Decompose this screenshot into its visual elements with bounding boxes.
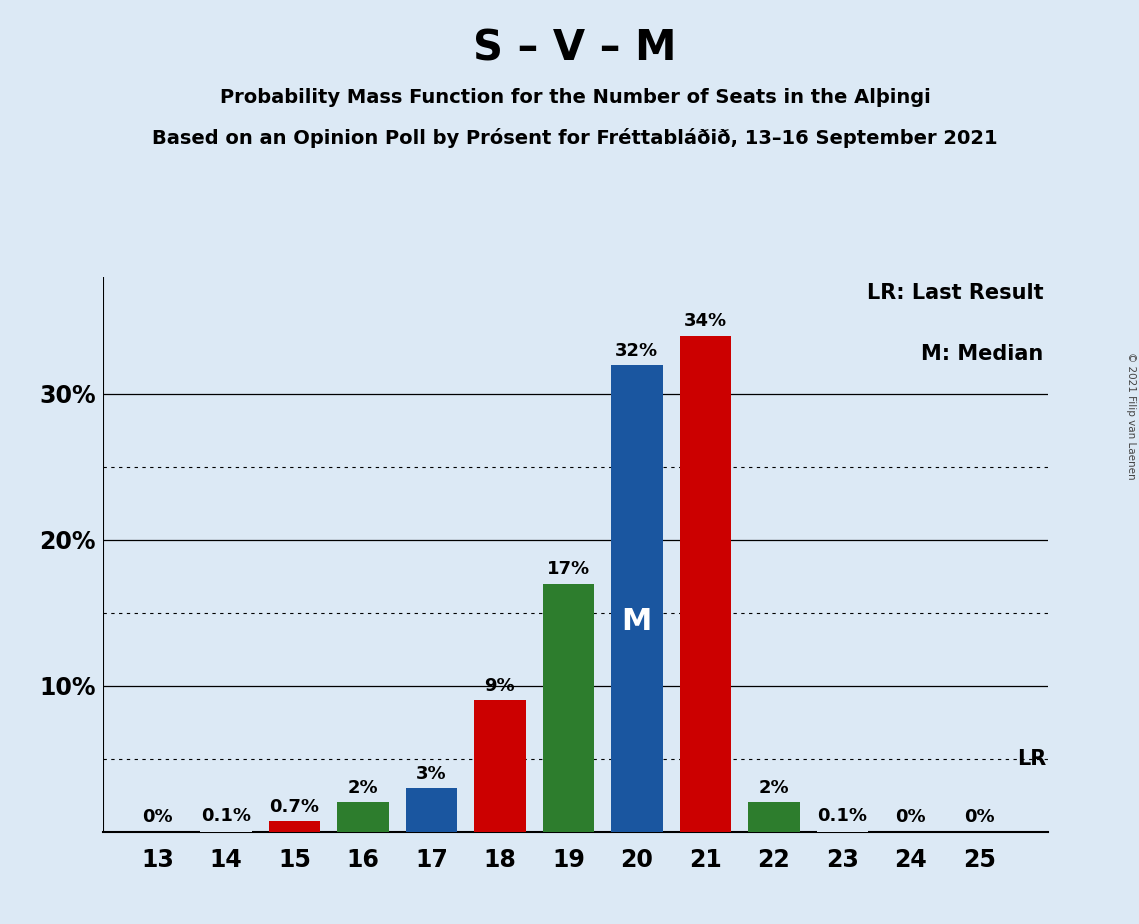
Text: 0.1%: 0.1% — [200, 807, 251, 825]
Bar — [474, 700, 525, 832]
Bar — [269, 821, 320, 832]
Text: LR: Last Result: LR: Last Result — [867, 283, 1043, 303]
Bar — [680, 335, 731, 832]
Text: 0.7%: 0.7% — [269, 798, 319, 816]
Text: 17%: 17% — [547, 561, 590, 578]
Bar — [200, 830, 252, 832]
Text: 0%: 0% — [964, 808, 994, 826]
Text: M: M — [622, 607, 652, 636]
Bar — [817, 830, 868, 832]
Text: 2%: 2% — [347, 779, 378, 797]
Text: Based on an Opinion Poll by Prósent for Fréttabláðið, 13–16 September 2021: Based on an Opinion Poll by Prósent for … — [153, 128, 998, 148]
Text: 3%: 3% — [416, 765, 446, 783]
Text: M: Median: M: Median — [921, 344, 1043, 364]
Text: Probability Mass Function for the Number of Seats in the Alþingi: Probability Mass Function for the Number… — [220, 88, 931, 107]
Text: 2%: 2% — [759, 779, 789, 797]
Text: © 2021 Filip van Laenen: © 2021 Filip van Laenen — [1126, 352, 1136, 480]
Bar — [748, 802, 800, 832]
Text: 9%: 9% — [484, 677, 515, 695]
Bar — [337, 802, 388, 832]
Bar — [405, 788, 457, 832]
Text: 0.1%: 0.1% — [818, 807, 868, 825]
Bar — [542, 584, 595, 832]
Text: LR: LR — [1017, 748, 1047, 769]
Bar — [612, 365, 663, 832]
Text: S – V – M: S – V – M — [474, 28, 677, 69]
Text: 0%: 0% — [895, 808, 926, 826]
Text: 34%: 34% — [683, 312, 727, 331]
Text: 0%: 0% — [142, 808, 173, 826]
Text: 32%: 32% — [615, 342, 658, 359]
